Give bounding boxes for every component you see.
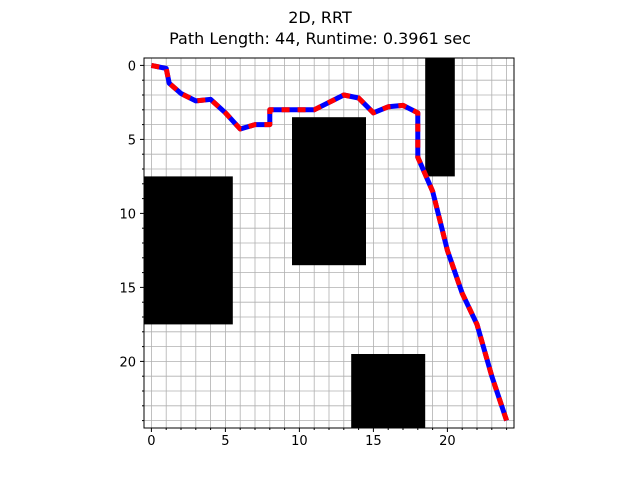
x-tick-label: 20 <box>439 434 456 449</box>
y-tick-label: 15 <box>119 281 136 296</box>
x-tick-label: 0 <box>147 434 155 449</box>
obstacle <box>351 354 426 428</box>
x-tick-label: 15 <box>365 434 382 449</box>
plot-area: 0 5 10 15 20 0 5 10 15 20 <box>119 57 515 449</box>
obstacle <box>425 58 455 177</box>
obstacle <box>292 117 366 266</box>
chart-title: 2D, RRT <box>288 8 352 27</box>
y-tick-label: 20 <box>119 355 136 370</box>
y-tick-label: 10 <box>119 207 136 222</box>
obstacle <box>144 176 233 325</box>
chart-subtitle: Path Length: 44, Runtime: 0.3961 sec <box>169 29 471 48</box>
path-line-red <box>150 62 509 422</box>
y-tick-label: 5 <box>128 133 136 148</box>
x-tick-label: 5 <box>221 434 229 449</box>
y-tick-label: 0 <box>128 59 136 74</box>
x-tick-label: 10 <box>291 434 308 449</box>
